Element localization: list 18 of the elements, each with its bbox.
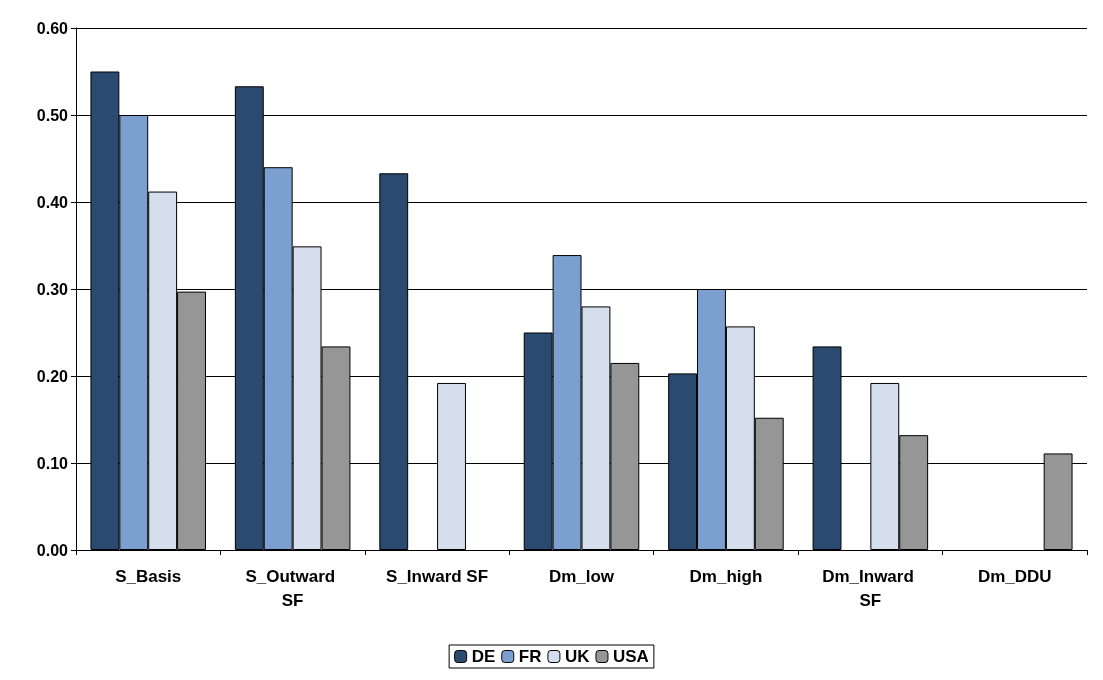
y-tick-label: 0.50 — [36, 106, 69, 124]
y-tick-label: 0.30 — [36, 280, 69, 298]
y-tick-label: 0.40 — [36, 193, 69, 211]
y-tick-label: 0.60 — [36, 19, 69, 37]
x-tick-label: Dm_low — [548, 566, 615, 586]
legend-label: DE — [471, 647, 496, 666]
x-tick-label: Dm_Inward SF — [822, 566, 919, 610]
legend-label: FR — [518, 647, 542, 666]
y-tick-label: 0.20 — [36, 367, 69, 385]
legend-label: UK — [564, 647, 591, 666]
x-tick-label: Dm_high — [689, 566, 763, 586]
y-tick-label: 0.00 — [36, 541, 69, 559]
legend-label: USA — [612, 647, 649, 666]
x-tick-label: Dm_DDU — [977, 566, 1052, 586]
x-tick-label: S_Inward SF — [386, 566, 489, 586]
y-tick-label: 0.10 — [36, 454, 69, 472]
x-tick-label: S_Outward SF — [245, 566, 340, 610]
x-tick-label: S_Basis — [115, 566, 182, 586]
